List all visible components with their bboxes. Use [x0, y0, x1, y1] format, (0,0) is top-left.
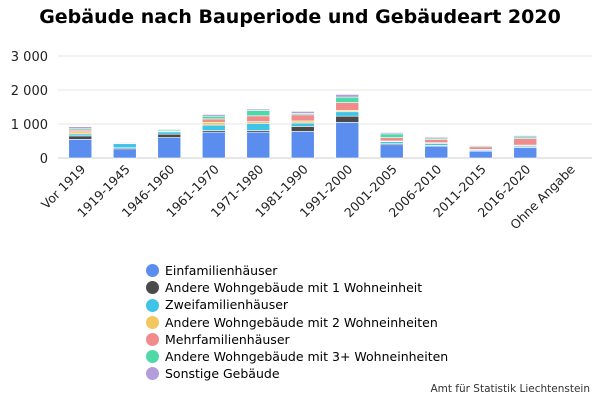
bar-segment: [112, 148, 137, 159]
bar-segment: [379, 132, 404, 135]
legend-item[interactable]: Einfamilienhäuser: [146, 262, 448, 279]
bar-segment: [379, 144, 404, 159]
bar-segment: [424, 136, 449, 139]
bar-segment: [246, 108, 271, 111]
bar-segment: [68, 135, 93, 140]
bar-segment: [157, 137, 182, 159]
bar-segment: [246, 131, 271, 159]
bar-segment: [424, 145, 449, 159]
bar-segment: [201, 114, 226, 117]
bar-segment: [335, 111, 360, 117]
grid-lines: [58, 55, 592, 159]
bar-segment: [68, 133, 93, 137]
stacked-bar-chart: 0 1 000 2 000 3 000 Vor 19191919-19451946-1…: [11, 50, 592, 232]
source-credit: Amt für Statistik Liechtenstein: [430, 383, 590, 395]
bar-segment: [468, 146, 493, 150]
legend-item[interactable]: Mehrfamilienhäuser: [146, 331, 448, 348]
y-tick-label: 1 000: [11, 118, 48, 133]
bar-segment: [201, 122, 226, 126]
bar-segment: [335, 115, 360, 123]
legend-label: Andere Wohngebäude mit 2 Wohneinheiten: [165, 314, 438, 330]
bar-segment: [68, 126, 93, 130]
bar-segment: [290, 126, 315, 132]
bar-segment: [379, 133, 404, 138]
bar-segment: [335, 96, 360, 103]
x-axis-ticks: Vor 19191919-19451946-19601961-19701971-…: [38, 161, 578, 232]
bar-segment: [424, 139, 449, 144]
legend-label: Zweifamilienhäuser: [165, 297, 289, 313]
bar-segment: [201, 115, 226, 120]
bar-segment: [379, 141, 404, 145]
legend-label: Andere Wohngebäude mit 3+ Wohneinheiten: [165, 349, 449, 365]
legend-marker: [146, 315, 159, 329]
bar-segment: [335, 122, 360, 159]
bar-segment: [468, 144, 493, 147]
bar-segment: [424, 143, 449, 146]
bar-segment: [290, 114, 315, 122]
legend-marker: [146, 281, 159, 295]
bar-segment: [335, 94, 360, 98]
bar-segment: [112, 141, 137, 143]
bar-segment: [201, 118, 226, 123]
bars: [68, 94, 538, 159]
legend-marker: [146, 264, 159, 278]
legend-item[interactable]: Andere Wohngebäude mit 1 Wohneinheit: [146, 279, 448, 296]
bar-segment: [513, 135, 538, 138]
bar-segment: [379, 137, 404, 142]
bar-segment: [246, 110, 271, 117]
legend-item[interactable]: Zweifamilienhäuser: [146, 296, 448, 313]
bar-segment: [290, 131, 315, 159]
bar-segment: [513, 138, 538, 146]
legend-item[interactable]: Andere Wohngebäude mit 2 Wohneinheiten: [146, 314, 448, 331]
bar-segment: [246, 115, 271, 122]
legend-marker: [146, 332, 159, 346]
y-tick-label: 3 000: [11, 50, 48, 65]
legend-label: Andere Wohngebäude mit 1 Wohneinheit: [165, 280, 423, 296]
chart-title: Gebäude nach Bauperiode und Gebäudeart 2…: [39, 6, 561, 28]
bar-segment: [468, 150, 493, 159]
bar-segment: [246, 123, 271, 131]
bar-segment: [335, 102, 360, 111]
bar-segment: [290, 120, 315, 124]
legend-label: Mehrfamilienhäuser: [165, 331, 290, 347]
y-tick-label: 2 000: [11, 84, 48, 99]
bar-segment: [68, 131, 93, 135]
legend-marker: [146, 367, 159, 381]
bar-segment: [201, 131, 226, 159]
bar-segment: [157, 128, 182, 130]
legend-label: Sonstige Gebäude: [165, 366, 280, 382]
bar-segment: [201, 124, 226, 131]
y-tick-label: 0: [40, 152, 48, 167]
bar-segment: [290, 122, 315, 127]
legend-marker: [146, 298, 159, 312]
legend-label: Einfamilienhäuser: [165, 263, 278, 278]
bar-segment: [157, 131, 182, 135]
bar-segment: [290, 111, 315, 114]
legend-marker: [146, 350, 159, 364]
bar-segment: [68, 139, 93, 159]
bar-segment: [513, 147, 538, 159]
legend: Einfamilienhäuser Andere Wohngebäude mit …: [146, 262, 448, 382]
bar-segment: [112, 143, 137, 149]
legend-item[interactable]: Andere Wohngebäude mit 3+ Wohneinheiten: [146, 348, 448, 365]
bar-segment: [157, 133, 182, 138]
y-axis-ticks: 0 1 000 2 000 3 000: [11, 50, 48, 167]
legend-item[interactable]: Sonstige Gebäude: [146, 365, 448, 382]
